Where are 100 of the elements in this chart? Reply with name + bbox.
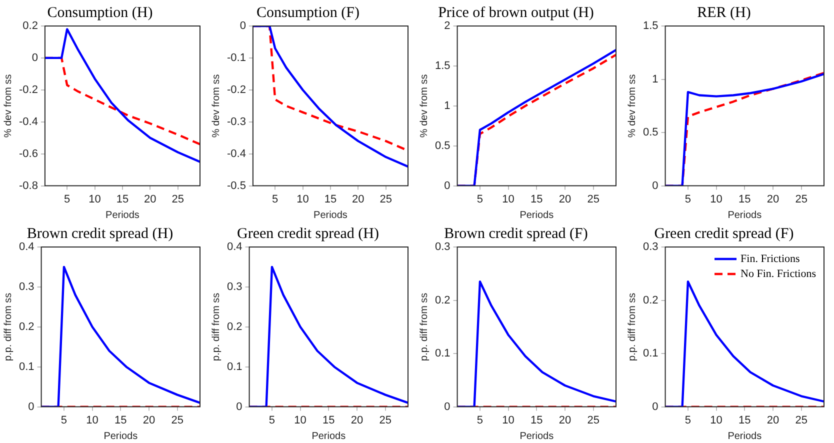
- x-tick-label: 20: [350, 414, 364, 426]
- chart-title: Brown credit spread (F): [444, 226, 588, 242]
- y-axis-title: p.p. diff from ss: [418, 292, 430, 361]
- x-tick-label: 10: [296, 193, 309, 206]
- legend-label: Fin. Frictions: [740, 252, 800, 265]
- x-tick-label: 10: [710, 414, 722, 426]
- x-tick-label: 25: [379, 414, 392, 426]
- x-tick-label: 5: [60, 414, 68, 426]
- chart-title: Brown credit spread (H): [26, 226, 174, 242]
- y-tick-label: -0.3: [226, 116, 246, 128]
- y-tick-label: 0.2: [434, 294, 450, 306]
- y-axis-title: % dev from ss: [210, 74, 222, 138]
- y-axis-title: p.p. diff from ss: [626, 292, 638, 361]
- y-tick-label: -0.4: [226, 148, 246, 160]
- x-tick-label: 20: [142, 414, 156, 426]
- y-axis-title: % dev from ss: [2, 74, 14, 138]
- y-tick-label: -0.4: [18, 116, 38, 128]
- x-tick-label: 25: [795, 414, 808, 426]
- y-axis-title: % dev from ss: [418, 74, 430, 138]
- y-axis-title: p.p. diff from ss: [2, 292, 14, 361]
- x-tick-label: 15: [116, 193, 129, 206]
- y-tick-label: 0: [236, 400, 242, 413]
- x-tick-label: 15: [530, 193, 543, 206]
- y-tick-label: 0.2: [226, 320, 242, 333]
- y-tick-label: -0.8: [18, 180, 38, 192]
- x-axis-title: Periods: [106, 210, 140, 221]
- x-tick-label: 15: [322, 414, 335, 426]
- x-tick-label: 15: [738, 193, 751, 206]
- y-tick-label: 0: [28, 400, 34, 413]
- x-tick-label: 5: [684, 414, 692, 426]
- y-tick-label: 0: [652, 400, 658, 413]
- x-tick-label: 20: [558, 193, 572, 206]
- x-tick-label: 20: [766, 414, 780, 426]
- y-tick-label: 0.2: [18, 320, 34, 333]
- x-tick-label: 5: [476, 193, 484, 206]
- x-axis-title: Periods: [312, 430, 346, 442]
- x-tick-label: 25: [171, 414, 184, 426]
- y-tick-label: 0.1: [642, 348, 658, 360]
- x-tick-label: 10: [88, 193, 101, 206]
- y-tick-label: 0: [444, 180, 450, 192]
- x-tick-label: 5: [272, 193, 278, 206]
- chart-title: Green credit spread (H): [236, 226, 380, 242]
- x-tick-label: 5: [476, 414, 484, 426]
- y-tick-label: 1.5: [434, 60, 450, 72]
- x-axis-title: Periods: [728, 210, 762, 221]
- x-tick-label: 10: [502, 193, 514, 206]
- x-tick-label: 10: [294, 414, 306, 426]
- y-tick-label: 0.5: [434, 140, 450, 152]
- x-axis-title: Periods: [520, 430, 554, 442]
- y-tick-label: 0.2: [22, 20, 38, 32]
- y-tick-label: 0.1: [226, 360, 242, 373]
- y-tick-label: -0.2: [18, 84, 38, 96]
- y-tick-label: 1: [444, 100, 450, 112]
- y-tick-label: 2: [444, 20, 450, 32]
- y-tick-label: 0.2: [642, 294, 658, 306]
- y-tick-label: -0.1: [226, 52, 246, 64]
- y-tick-label: 0.3: [226, 280, 242, 293]
- y-tick-label: 0: [32, 52, 38, 64]
- x-tick-label: 20: [144, 193, 156, 206]
- chart-title: RER (H): [697, 4, 751, 21]
- y-tick-label: 0.3: [434, 241, 450, 254]
- y-tick-label: 0: [652, 180, 658, 192]
- y-tick-label: 0: [240, 20, 246, 32]
- x-tick-label: 15: [324, 193, 337, 206]
- y-tick-label: 0.1: [18, 360, 34, 373]
- y-tick-label: 1.5: [642, 20, 658, 32]
- y-tick-label: 0.4: [226, 241, 242, 254]
- x-tick-label: 25: [587, 414, 600, 426]
- chart-title: Consumption (F): [256, 4, 360, 21]
- x-tick-label: 5: [64, 193, 70, 206]
- y-tick-label: 0.1: [434, 348, 450, 360]
- y-tick-label: 1: [652, 73, 658, 86]
- y-tick-label: -0.2: [226, 84, 246, 96]
- x-tick-label: 10: [86, 414, 98, 426]
- x-axis-title: Periods: [314, 210, 348, 221]
- chart-title: Consumption (H): [47, 4, 153, 21]
- chart-title: Green credit spread (F): [654, 226, 794, 242]
- legend-label: No Fin. Frictions: [740, 268, 816, 280]
- x-tick-label: 15: [114, 414, 127, 426]
- x-tick-label: 20: [766, 193, 780, 206]
- x-axis-title: Periods: [728, 430, 762, 442]
- y-tick-label: 0.3: [18, 280, 34, 293]
- x-tick-label: 20: [558, 414, 572, 426]
- chart-title: Price of brown output (H): [438, 4, 594, 21]
- x-tick-label: 10: [710, 193, 722, 206]
- x-tick-label: 15: [738, 414, 751, 426]
- y-tick-label: -0.5: [226, 180, 246, 192]
- x-axis-title: Periods: [104, 430, 138, 442]
- x-axis-title: Periods: [520, 210, 554, 221]
- x-tick-label: 25: [172, 193, 184, 206]
- x-tick-label: 10: [502, 414, 514, 426]
- x-tick-label: 5: [684, 193, 692, 206]
- x-tick-label: 25: [795, 193, 808, 206]
- x-tick-label: 5: [268, 414, 276, 426]
- y-tick-label: 0.5: [642, 126, 658, 139]
- y-tick-label: -0.6: [18, 148, 38, 160]
- x-tick-label: 20: [352, 193, 364, 206]
- x-tick-label: 25: [587, 193, 600, 206]
- y-tick-label: 0.3: [642, 241, 658, 254]
- x-tick-label: 25: [380, 193, 392, 206]
